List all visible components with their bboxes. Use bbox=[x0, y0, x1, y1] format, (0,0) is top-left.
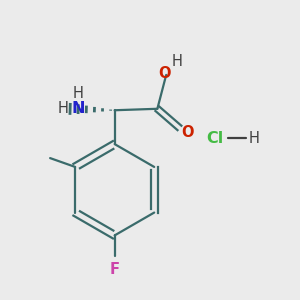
Text: F: F bbox=[110, 262, 120, 277]
Text: Cl: Cl bbox=[206, 131, 224, 146]
Text: H: H bbox=[249, 131, 260, 146]
Text: H: H bbox=[172, 54, 183, 69]
Text: O: O bbox=[158, 66, 171, 81]
Text: H: H bbox=[72, 86, 83, 101]
Text: O: O bbox=[182, 125, 194, 140]
Text: N: N bbox=[72, 101, 85, 116]
Text: H: H bbox=[58, 101, 69, 116]
